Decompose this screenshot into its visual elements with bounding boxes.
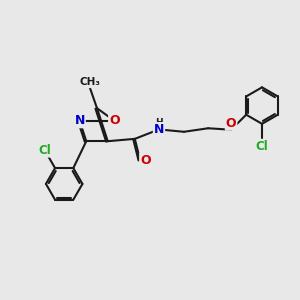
Text: O: O <box>140 154 151 166</box>
Text: H: H <box>155 118 163 127</box>
Text: Cl: Cl <box>256 140 268 153</box>
Text: N: N <box>74 114 85 127</box>
Text: O: O <box>109 114 120 127</box>
Text: CH₃: CH₃ <box>79 77 100 87</box>
Text: N: N <box>154 123 164 136</box>
Text: O: O <box>226 117 236 130</box>
Text: Cl: Cl <box>38 144 51 157</box>
